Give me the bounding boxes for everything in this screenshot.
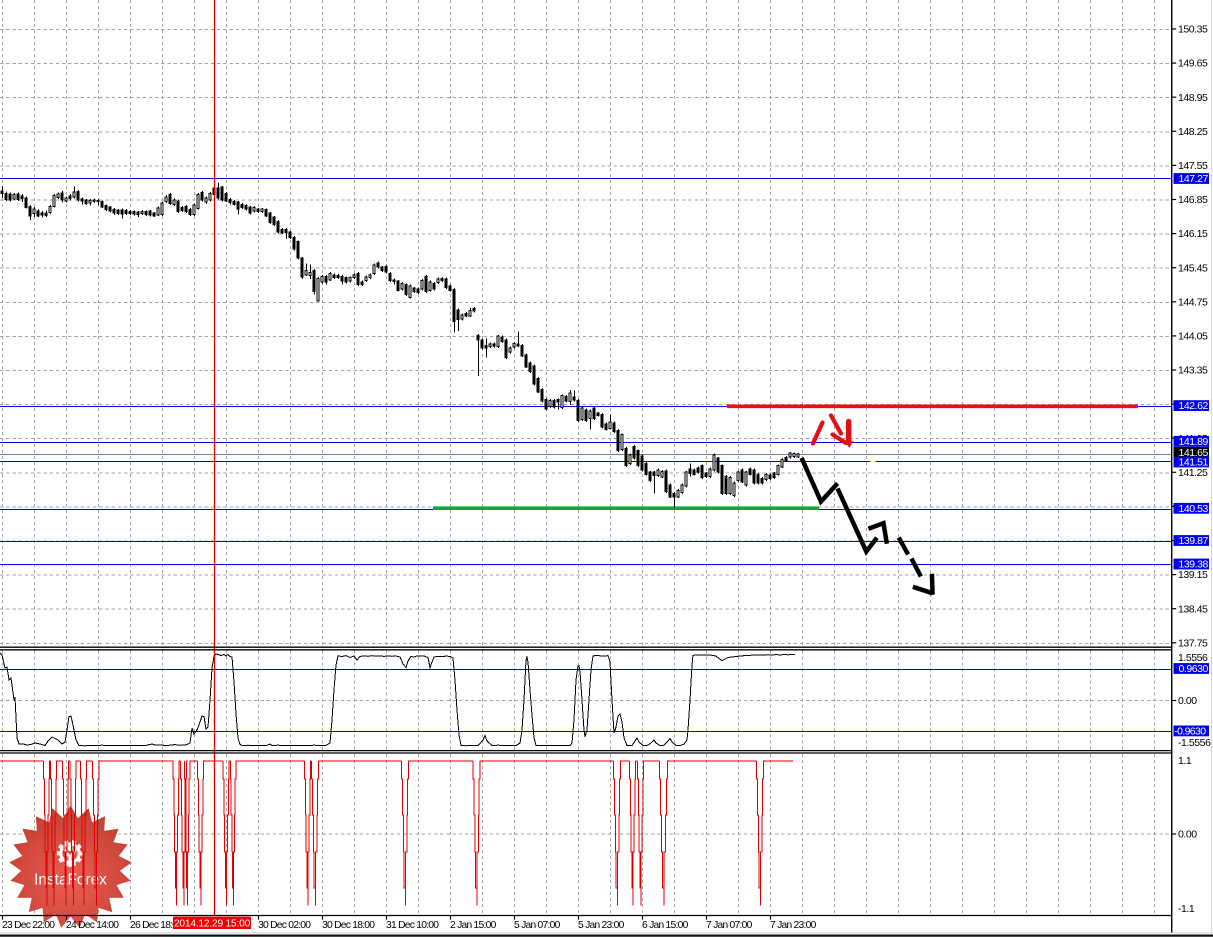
svg-text:147.27: 147.27: [1179, 173, 1209, 185]
svg-text:6 Jan 15:00: 6 Jan 15:00: [642, 920, 689, 931]
svg-text:141.51: 141.51: [1179, 457, 1209, 469]
svg-text:148.25: 148.25: [1178, 126, 1208, 138]
svg-text:-0.9630: -0.9630: [1174, 726, 1206, 738]
svg-text:141.25: 141.25: [1178, 467, 1208, 479]
svg-text:141.89: 141.89: [1179, 436, 1209, 448]
svg-text:31 Dec 10:00: 31 Dec 10:00: [386, 920, 439, 931]
svg-text:150.35: 150.35: [1178, 24, 1208, 36]
svg-text:30 Dec 18:00: 30 Dec 18:00: [322, 920, 375, 931]
svg-text:139.15: 139.15: [1178, 569, 1208, 581]
svg-text:7 Jan 07:00: 7 Jan 07:00: [706, 920, 753, 931]
svg-text:138.45: 138.45: [1178, 603, 1208, 615]
svg-text:0.00: 0.00: [1178, 695, 1197, 707]
svg-text:5 Jan 07:00: 5 Jan 07:00: [514, 920, 561, 931]
svg-text:23 Dec 22:00: 23 Dec 22:00: [2, 920, 55, 931]
svg-text:139.87: 139.87: [1179, 535, 1209, 547]
svg-text:149.65: 149.65: [1178, 58, 1208, 70]
svg-text:148.95: 148.95: [1178, 92, 1208, 104]
svg-text:143.35: 143.35: [1178, 365, 1208, 377]
svg-text:140.53: 140.53: [1179, 503, 1209, 515]
svg-text:5 Jan 23:00: 5 Jan 23:00: [578, 920, 625, 931]
svg-text:146.15: 146.15: [1178, 228, 1208, 240]
svg-text:26 Dec 18:00: 26 Dec 18:00: [130, 920, 183, 931]
svg-text:30 Dec 02:00: 30 Dec 02:00: [258, 920, 311, 931]
svg-text:-1.1: -1.1: [1178, 903, 1195, 915]
svg-text:InstaForex: InstaForex: [34, 872, 107, 889]
svg-text:7 Jan 23:00: 7 Jan 23:00: [770, 920, 817, 931]
svg-text:147.55: 147.55: [1178, 160, 1208, 172]
svg-text:0.00: 0.00: [1178, 829, 1197, 841]
svg-text:2 Jan 15:00: 2 Jan 15:00: [450, 920, 497, 931]
svg-text:141.65: 141.65: [1179, 447, 1209, 459]
svg-text:1.1: 1.1: [1178, 755, 1192, 767]
svg-text:0.9630: 0.9630: [1179, 663, 1209, 675]
svg-text:144.05: 144.05: [1178, 331, 1208, 343]
svg-text:142.62: 142.62: [1179, 400, 1209, 412]
svg-text:24 Dec 14:00: 24 Dec 14:00: [66, 920, 119, 931]
svg-text:-1.5556: -1.5556: [1178, 737, 1211, 749]
svg-text:137.75: 137.75: [1178, 637, 1208, 649]
svg-text:145.45: 145.45: [1178, 262, 1208, 274]
svg-text:1.5556: 1.5556: [1178, 652, 1208, 664]
svg-text:146.85: 146.85: [1178, 194, 1208, 206]
svg-text:144.75: 144.75: [1178, 296, 1208, 308]
svg-text:2014.12.29 15:00: 2014.12.29 15:00: [174, 919, 251, 930]
svg-text:139.38: 139.38: [1179, 559, 1209, 571]
